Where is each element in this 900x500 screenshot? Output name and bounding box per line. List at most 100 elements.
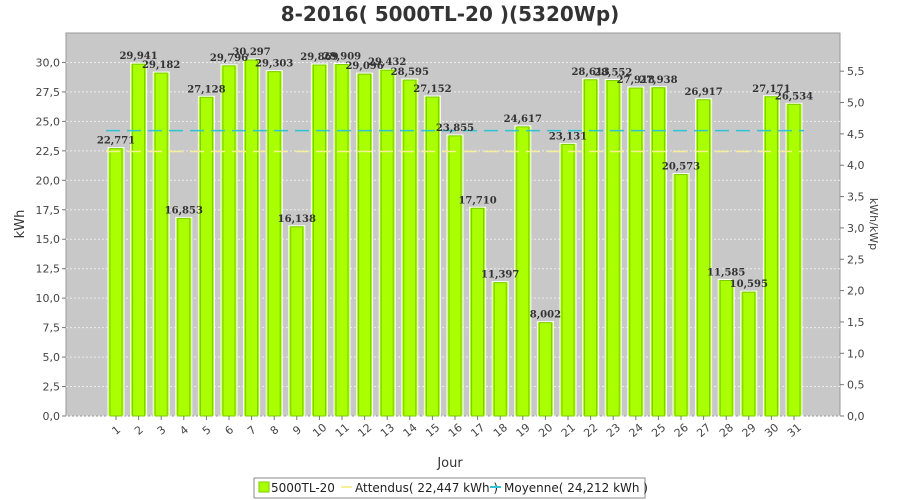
y2-tick-label: 3,0: [847, 222, 865, 235]
y-tick-label: 2,5: [43, 381, 61, 394]
x-tick-label: 16: [446, 421, 465, 440]
bar-value-label: 10,595: [730, 279, 768, 290]
x-tick-label: 22: [581, 421, 600, 440]
x-tick-label: 27: [694, 421, 713, 440]
x-axis: 1 2 3 4 5 6 7 8 9 10 11 12 13 14 15 16 17 18 19 20 21 22 23 24 2…: [109, 416, 804, 440]
y-axis-label: kWh: [13, 210, 28, 239]
x-tick-label: 20: [536, 421, 555, 440]
y-tick-label: 7,5: [43, 322, 61, 335]
y-tick-label: 5,0: [43, 351, 61, 364]
x-tick-label: 21: [559, 421, 578, 440]
legend-label-average: Moyenne( 24,212 kWh ): [504, 481, 648, 495]
bar-value-label: 20,573: [662, 162, 700, 173]
y-axis-right: 0,0 0,5 1,0 1,5 2,0 2,5 3,0 3,5 4,0 4,5 5,0 5,5: [840, 65, 865, 423]
bar-value-label: 28,595: [391, 67, 429, 78]
y-tick-label: 30,0: [36, 56, 61, 69]
x-tick-label: 26: [672, 421, 691, 440]
x-tick-label: 1: [109, 423, 123, 437]
y-tick-label: 27,5: [36, 86, 61, 99]
bar-value-label: 28,552: [594, 68, 632, 79]
bar-value-label: 8,002: [530, 310, 561, 321]
y-tick-label: 17,5: [36, 204, 61, 217]
x-tick-label: 29: [740, 421, 759, 440]
bar-value-label: 11,397: [481, 270, 519, 281]
bar-value-label: 27,938: [639, 75, 677, 86]
bar-series: [107, 58, 803, 417]
x-tick-label: 23: [604, 421, 623, 440]
x-tick-label: 10: [310, 421, 329, 440]
bar-value-label: 29,796: [210, 53, 248, 64]
bar-value-label: 29,182: [142, 60, 180, 71]
legend-box: [253, 477, 646, 499]
x-tick-label: 5: [200, 423, 214, 437]
x-tick-label: 4: [177, 423, 191, 437]
bar-value-label: 23,855: [436, 123, 474, 134]
legend-label-bars: 5000TL-20: [271, 481, 335, 495]
legend: 5000TL-20 Attendus( 22,447 kWh ) Moyenne…: [253, 477, 648, 499]
bar-value-label: 29,869: [300, 52, 338, 63]
y-tick-label: 12,5: [36, 263, 61, 276]
x-tick-label: 15: [423, 421, 442, 440]
x-axis-label: Jour: [436, 456, 463, 471]
x-tick-label: 31: [785, 421, 804, 440]
y2-tick-label: 4,5: [847, 128, 865, 141]
legend-label-expected: Attendus( 22,447 kWh ): [355, 481, 498, 495]
x-tick-label: 11: [333, 421, 352, 440]
y-axis-left: 0,0 2,5 5,0 7,5 10,0 12,5 15,0 17,5 20,0 22,5 25,0…: [36, 56, 66, 423]
bar-value-label: 24,617: [504, 114, 542, 125]
y2-tick-label: 5,5: [847, 65, 865, 78]
y2-tick-label: 0,0: [847, 410, 865, 423]
y2-tick-label: 3,5: [847, 191, 865, 204]
bar-value-label: 27,171: [752, 84, 790, 95]
x-tick-label: 2: [132, 423, 146, 437]
bar-value-label: 16,138: [278, 214, 316, 225]
bar-value-label: 30,297: [232, 47, 270, 58]
x-tick-label: 7: [245, 423, 259, 437]
y2-tick-label: 1,0: [847, 347, 865, 360]
bar-value-label: 27,128: [187, 84, 225, 95]
chart-title: 8-2016( 5000TL-20 )(5320Wp): [281, 2, 620, 26]
x-tick-label: 25: [649, 421, 668, 440]
bar-value-label: 16,853: [165, 205, 203, 216]
legend-swatch-bars: [258, 481, 270, 493]
y2-axis-label: kWh/kWp: [867, 198, 880, 250]
bar-value-label: 26,534: [775, 91, 813, 102]
x-tick-label: 12: [355, 421, 374, 440]
bar-value-label: 23,131: [549, 131, 587, 142]
y-tick-label: 22,5: [36, 145, 61, 158]
x-tick-label: 30: [762, 421, 781, 440]
bar-value-label: 27,918: [617, 75, 655, 86]
y2-tick-label: 4,0: [847, 159, 865, 172]
bar-value-label: 22,771: [97, 136, 135, 147]
x-tick-label: 17: [468, 421, 487, 440]
y-tick-label: 15,0: [36, 233, 61, 246]
y-tick-label: 25,0: [36, 115, 61, 128]
x-tick-label: 9: [290, 423, 304, 437]
bar-value-label: 26,917: [684, 87, 722, 98]
bar-value-label: 29,909: [323, 52, 361, 63]
bar-value-label: 27,152: [413, 84, 451, 95]
x-tick-label: 3: [155, 423, 169, 437]
y2-tick-label: 0,5: [847, 379, 865, 392]
x-tick-label: 19: [514, 421, 533, 440]
x-tick-label: 24: [627, 421, 646, 440]
reference-lines: [106, 129, 804, 153]
bar-value-label: 17,710: [458, 195, 496, 206]
x-tick-label: 14: [401, 421, 420, 440]
y-tick-label: 0,0: [43, 410, 61, 423]
y2-tick-label: 2,5: [847, 253, 865, 266]
y2-tick-label: 1,5: [847, 316, 865, 329]
bar-value-label: 29,303: [255, 59, 293, 70]
bar-value-label: 28,613: [571, 67, 609, 78]
y2-tick-label: 2,0: [847, 285, 865, 298]
y-tick-label: 10,0: [36, 292, 61, 305]
x-tick-label: 6: [222, 423, 236, 437]
x-tick-label: 18: [491, 421, 510, 440]
x-tick-label: 28: [717, 421, 736, 440]
x-tick-label: 8: [268, 423, 282, 437]
x-tick-label: 13: [378, 421, 397, 440]
y-tick-label: 20,0: [36, 174, 61, 187]
bar-value-label: 29,432: [368, 57, 406, 68]
